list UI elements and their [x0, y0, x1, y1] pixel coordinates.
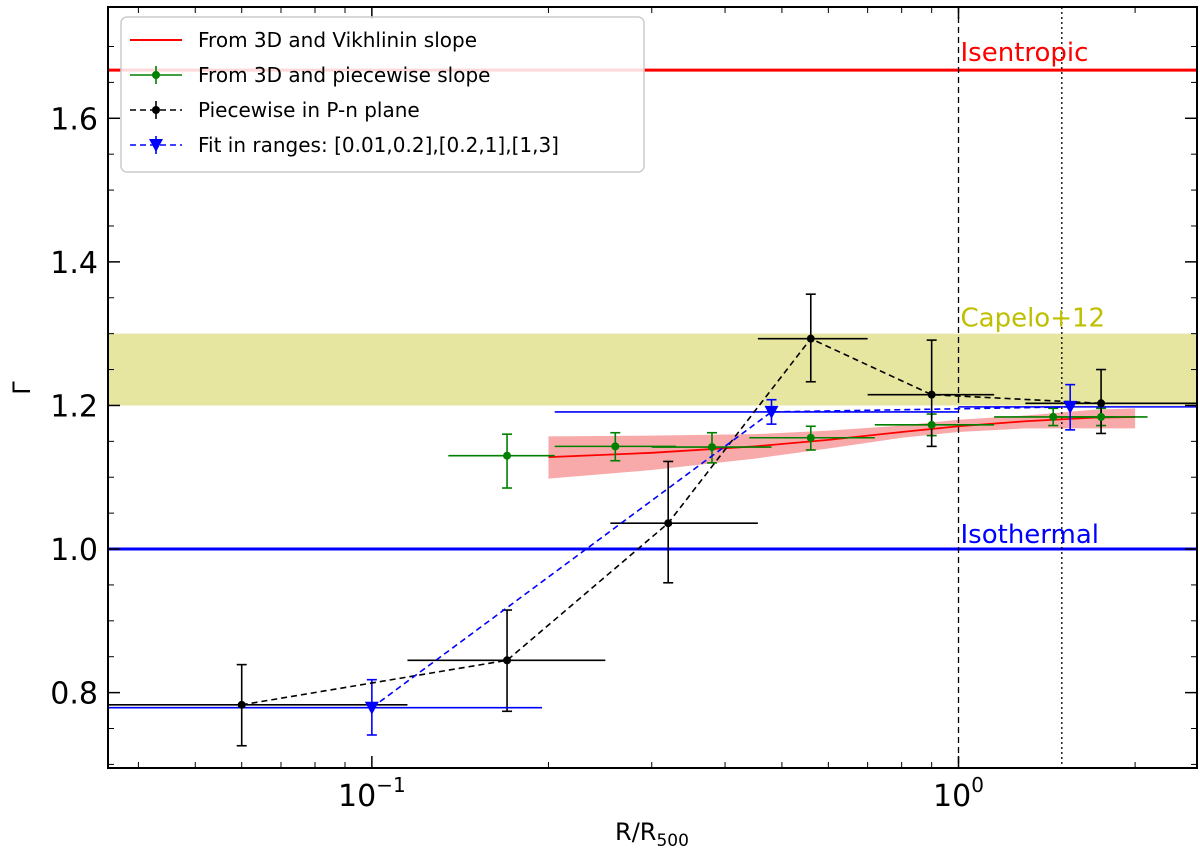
green-point-2 — [707, 443, 716, 452]
x-axis-label-main: R/R — [615, 818, 656, 846]
black-point-4 — [927, 390, 936, 399]
legend-label: Fit in ranges: [0.01,0.2],[0.2,1],[1,3] — [198, 133, 559, 157]
x-tick-label: 10−1 — [338, 773, 406, 814]
blue-errorbar-0 — [108, 678, 543, 736]
x-tick-label-exponent: 0 — [971, 773, 984, 797]
legend-label: Piecewise in P-n plane — [198, 98, 420, 122]
y-tick-label: 1.0 — [50, 533, 98, 568]
green-point-3 — [806, 433, 815, 442]
legend-entry-3: Fit in ranges: [0.01,0.2],[0.2,1],[1,3] — [130, 133, 559, 157]
x-axis-label-subscript: 500 — [656, 831, 688, 851]
x-tick-label-base: 10 — [933, 779, 971, 814]
legend-marker-dot — [152, 106, 160, 114]
black-point-0 — [237, 700, 246, 709]
legend: From 3D and Vikhlinin slope From 3D and p… — [120, 16, 645, 173]
x-tick-label: 100 — [933, 773, 984, 814]
black-point-2 — [664, 519, 673, 528]
black-point-5 — [1097, 399, 1106, 408]
legend-entry-0: From 3D and Vikhlinin slope — [130, 28, 477, 52]
black-point-3 — [806, 334, 815, 343]
y-tick-label: 0.8 — [50, 677, 98, 712]
green-point-6 — [1097, 412, 1106, 421]
green-point-1 — [611, 442, 620, 451]
x-axis-label: R/R500 — [615, 818, 689, 851]
black-point-1 — [503, 656, 512, 665]
green-point-0 — [503, 451, 512, 460]
black-errorbar-0 — [108, 663, 408, 747]
black-errorbar-2 — [610, 460, 758, 584]
y-tick-label: 1.4 — [50, 246, 98, 281]
green-point-4 — [927, 420, 936, 429]
blue-point-0 — [364, 701, 379, 715]
black-line — [241, 337, 1102, 706]
legend-label: From 3D and piecewise slope — [198, 63, 490, 87]
annotation-isentropic: Isentropic — [961, 38, 1089, 68]
annotation-isothermal: Isothermal — [961, 520, 1100, 550]
blue-point-2 — [1063, 400, 1078, 414]
x-tick-label-exponent: −1 — [376, 773, 405, 797]
y-tick-label: 1.6 — [50, 102, 98, 137]
legend-entry-1: From 3D and piecewise slope — [130, 63, 490, 87]
y-tick-label: 1.2 — [50, 389, 98, 424]
green-point-5 — [1049, 412, 1058, 421]
vikhlinin-uncertainty-band — [548, 408, 1136, 479]
legend-entry-2: Piecewise in P-n plane — [130, 98, 420, 122]
plot-frame — [107, 6, 1198, 769]
capelo-band — [108, 333, 1197, 406]
legend-box — [120, 16, 645, 173]
legend-label: From 3D and Vikhlinin slope — [198, 28, 477, 52]
annotation-capelo: Capelo+12 — [961, 304, 1106, 334]
plot-data-layer — [108, 293, 1197, 747]
legend-marker-triangle — [149, 139, 163, 152]
y-axis-label: Γ — [8, 381, 36, 395]
blue-point-1 — [764, 405, 779, 419]
blue-line — [371, 406, 1071, 709]
axes-layer: 0.81.01.21.41.610−1 100 — [50, 7, 1197, 814]
x-tick-label-base: 10 — [338, 779, 376, 814]
legend-marker-dot — [152, 71, 160, 79]
plot-background-layer — [108, 7, 1197, 768]
green-errorbar-0 — [448, 433, 555, 489]
